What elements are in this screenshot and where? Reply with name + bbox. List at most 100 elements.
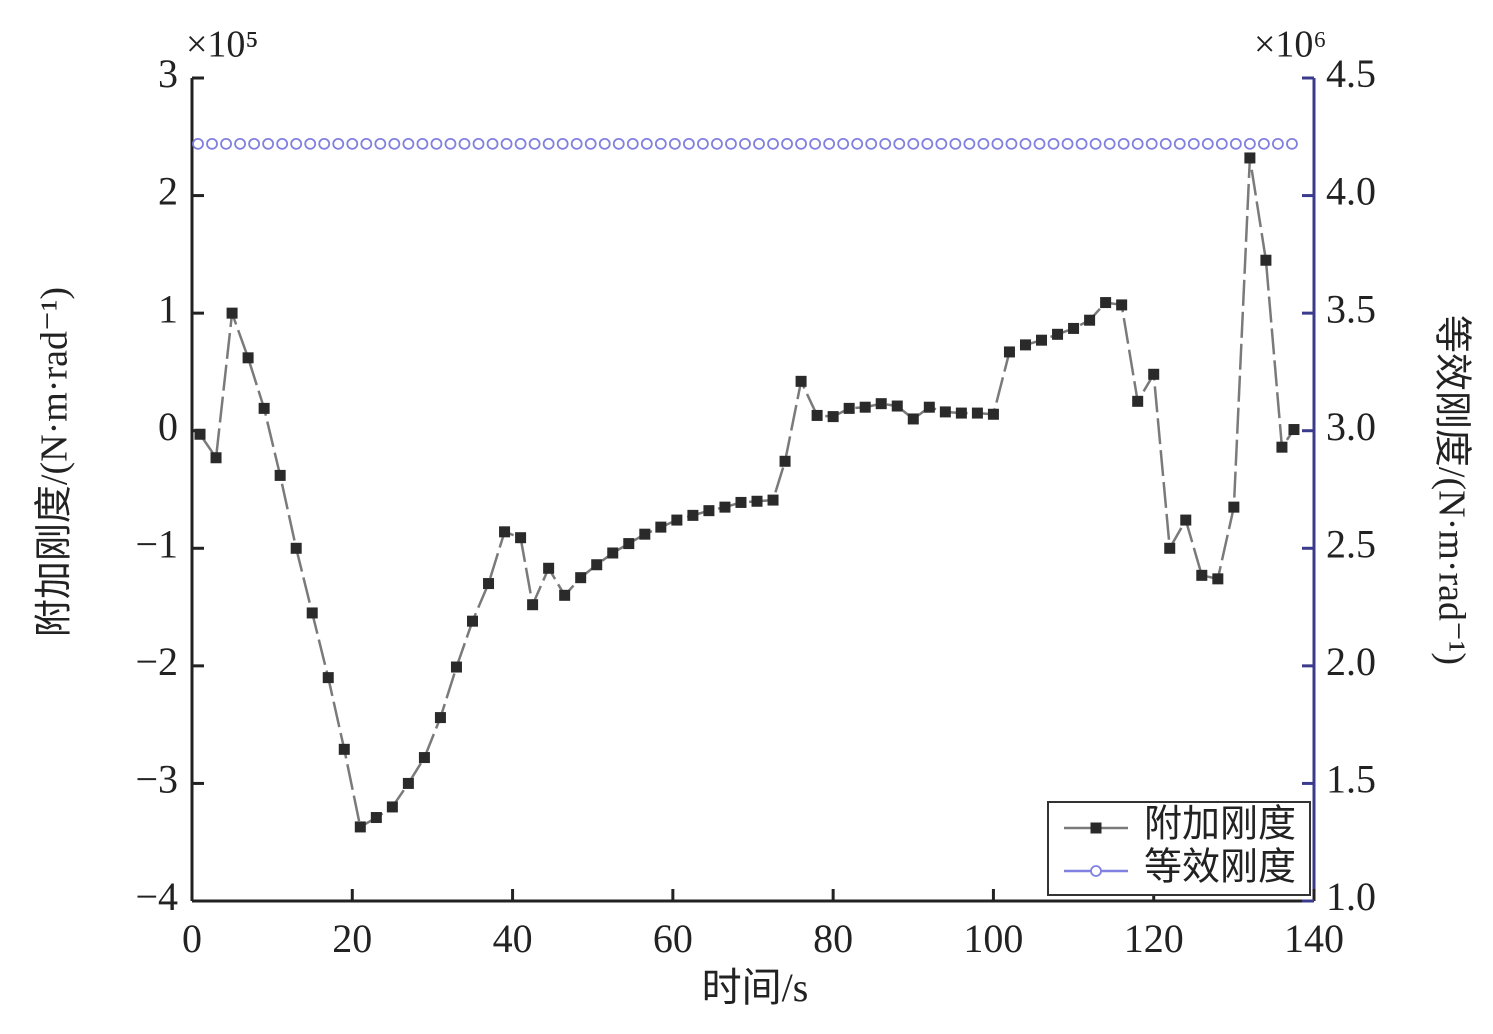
marker	[486, 137, 499, 150]
marker	[711, 137, 723, 150]
y-tick-label: −3	[135, 757, 178, 802]
marker	[859, 401, 871, 413]
marker	[735, 496, 747, 508]
y-multiplier: ×10⁵	[186, 24, 259, 66]
marker	[1103, 137, 1116, 150]
marker	[725, 137, 737, 150]
marker	[623, 538, 635, 550]
marker	[528, 137, 541, 150]
marker	[290, 542, 302, 554]
marker	[753, 137, 765, 150]
marker	[1173, 137, 1186, 150]
marker	[907, 413, 919, 425]
marker	[416, 137, 429, 150]
y-tick-label: 1	[158, 286, 178, 331]
marker	[1132, 395, 1144, 407]
marker	[210, 452, 222, 464]
marker	[767, 137, 779, 150]
marker	[1033, 137, 1046, 150]
marker	[220, 137, 232, 150]
y2-tick-label: 1.0	[1326, 874, 1376, 919]
marker	[1159, 137, 1172, 150]
marker	[332, 137, 345, 150]
marker	[795, 137, 807, 150]
marker	[483, 578, 495, 590]
marker	[1003, 346, 1015, 358]
marker	[499, 526, 511, 538]
series-line	[198, 157, 1295, 829]
marker	[607, 547, 619, 559]
marker	[1164, 542, 1176, 554]
marker	[939, 406, 951, 418]
marker	[865, 137, 878, 150]
marker	[575, 572, 587, 584]
marker	[1272, 137, 1284, 150]
y2-tick-label: 2.5	[1326, 521, 1376, 566]
marker	[1117, 137, 1130, 150]
marker	[1243, 137, 1256, 150]
marker	[258, 402, 270, 414]
marker	[527, 599, 539, 611]
marker	[697, 137, 709, 150]
marker	[875, 398, 887, 410]
y2-tick-label: 4.5	[1326, 51, 1376, 96]
x-tick-label: 80	[813, 916, 853, 961]
marker	[1260, 254, 1272, 266]
marker	[338, 743, 350, 755]
marker	[242, 352, 254, 364]
marker	[843, 402, 855, 414]
marker	[346, 137, 359, 150]
marker	[1276, 441, 1288, 453]
y-tick-label: 3	[158, 51, 178, 96]
y-tick-label: −2	[135, 639, 178, 684]
marker	[430, 137, 443, 150]
marker	[626, 137, 639, 150]
marker	[1201, 137, 1214, 150]
marker	[1019, 339, 1031, 351]
marker	[971, 407, 983, 419]
marker	[640, 137, 653, 150]
marker	[226, 307, 238, 319]
marker	[779, 455, 791, 467]
marker	[1148, 368, 1160, 380]
marker	[703, 505, 715, 517]
marker	[1228, 501, 1240, 513]
marker	[570, 137, 583, 150]
marker	[1089, 137, 1102, 150]
legend-marker	[1090, 822, 1102, 834]
marker	[719, 501, 731, 513]
marker	[921, 137, 934, 150]
marker	[274, 469, 286, 481]
marker	[1229, 137, 1242, 150]
marker	[837, 137, 850, 150]
marker	[668, 137, 681, 150]
x-axis-label: 时间/s	[702, 965, 809, 1010]
marker	[290, 137, 303, 150]
marker	[1052, 328, 1064, 340]
marker	[1258, 137, 1270, 150]
marker	[591, 559, 603, 571]
marker	[386, 801, 398, 813]
marker	[467, 615, 478, 627]
x-tick-label: 40	[493, 916, 533, 961]
marker	[206, 137, 218, 150]
legend-label: 附加刚度	[1144, 804, 1296, 846]
marker	[1131, 137, 1144, 150]
y2-tick-label: 3.5	[1326, 286, 1376, 331]
marker	[248, 137, 261, 150]
marker	[584, 137, 597, 150]
marker	[1286, 137, 1298, 150]
marker	[977, 137, 990, 150]
marker	[458, 137, 471, 150]
marker	[687, 509, 699, 521]
marker	[500, 137, 513, 150]
marker	[304, 137, 317, 150]
marker	[739, 137, 751, 150]
marker	[851, 137, 864, 150]
marker	[556, 137, 569, 150]
marker	[907, 137, 920, 150]
marker	[598, 137, 611, 150]
marker	[935, 137, 948, 150]
marker	[987, 408, 999, 420]
marker	[418, 752, 430, 764]
